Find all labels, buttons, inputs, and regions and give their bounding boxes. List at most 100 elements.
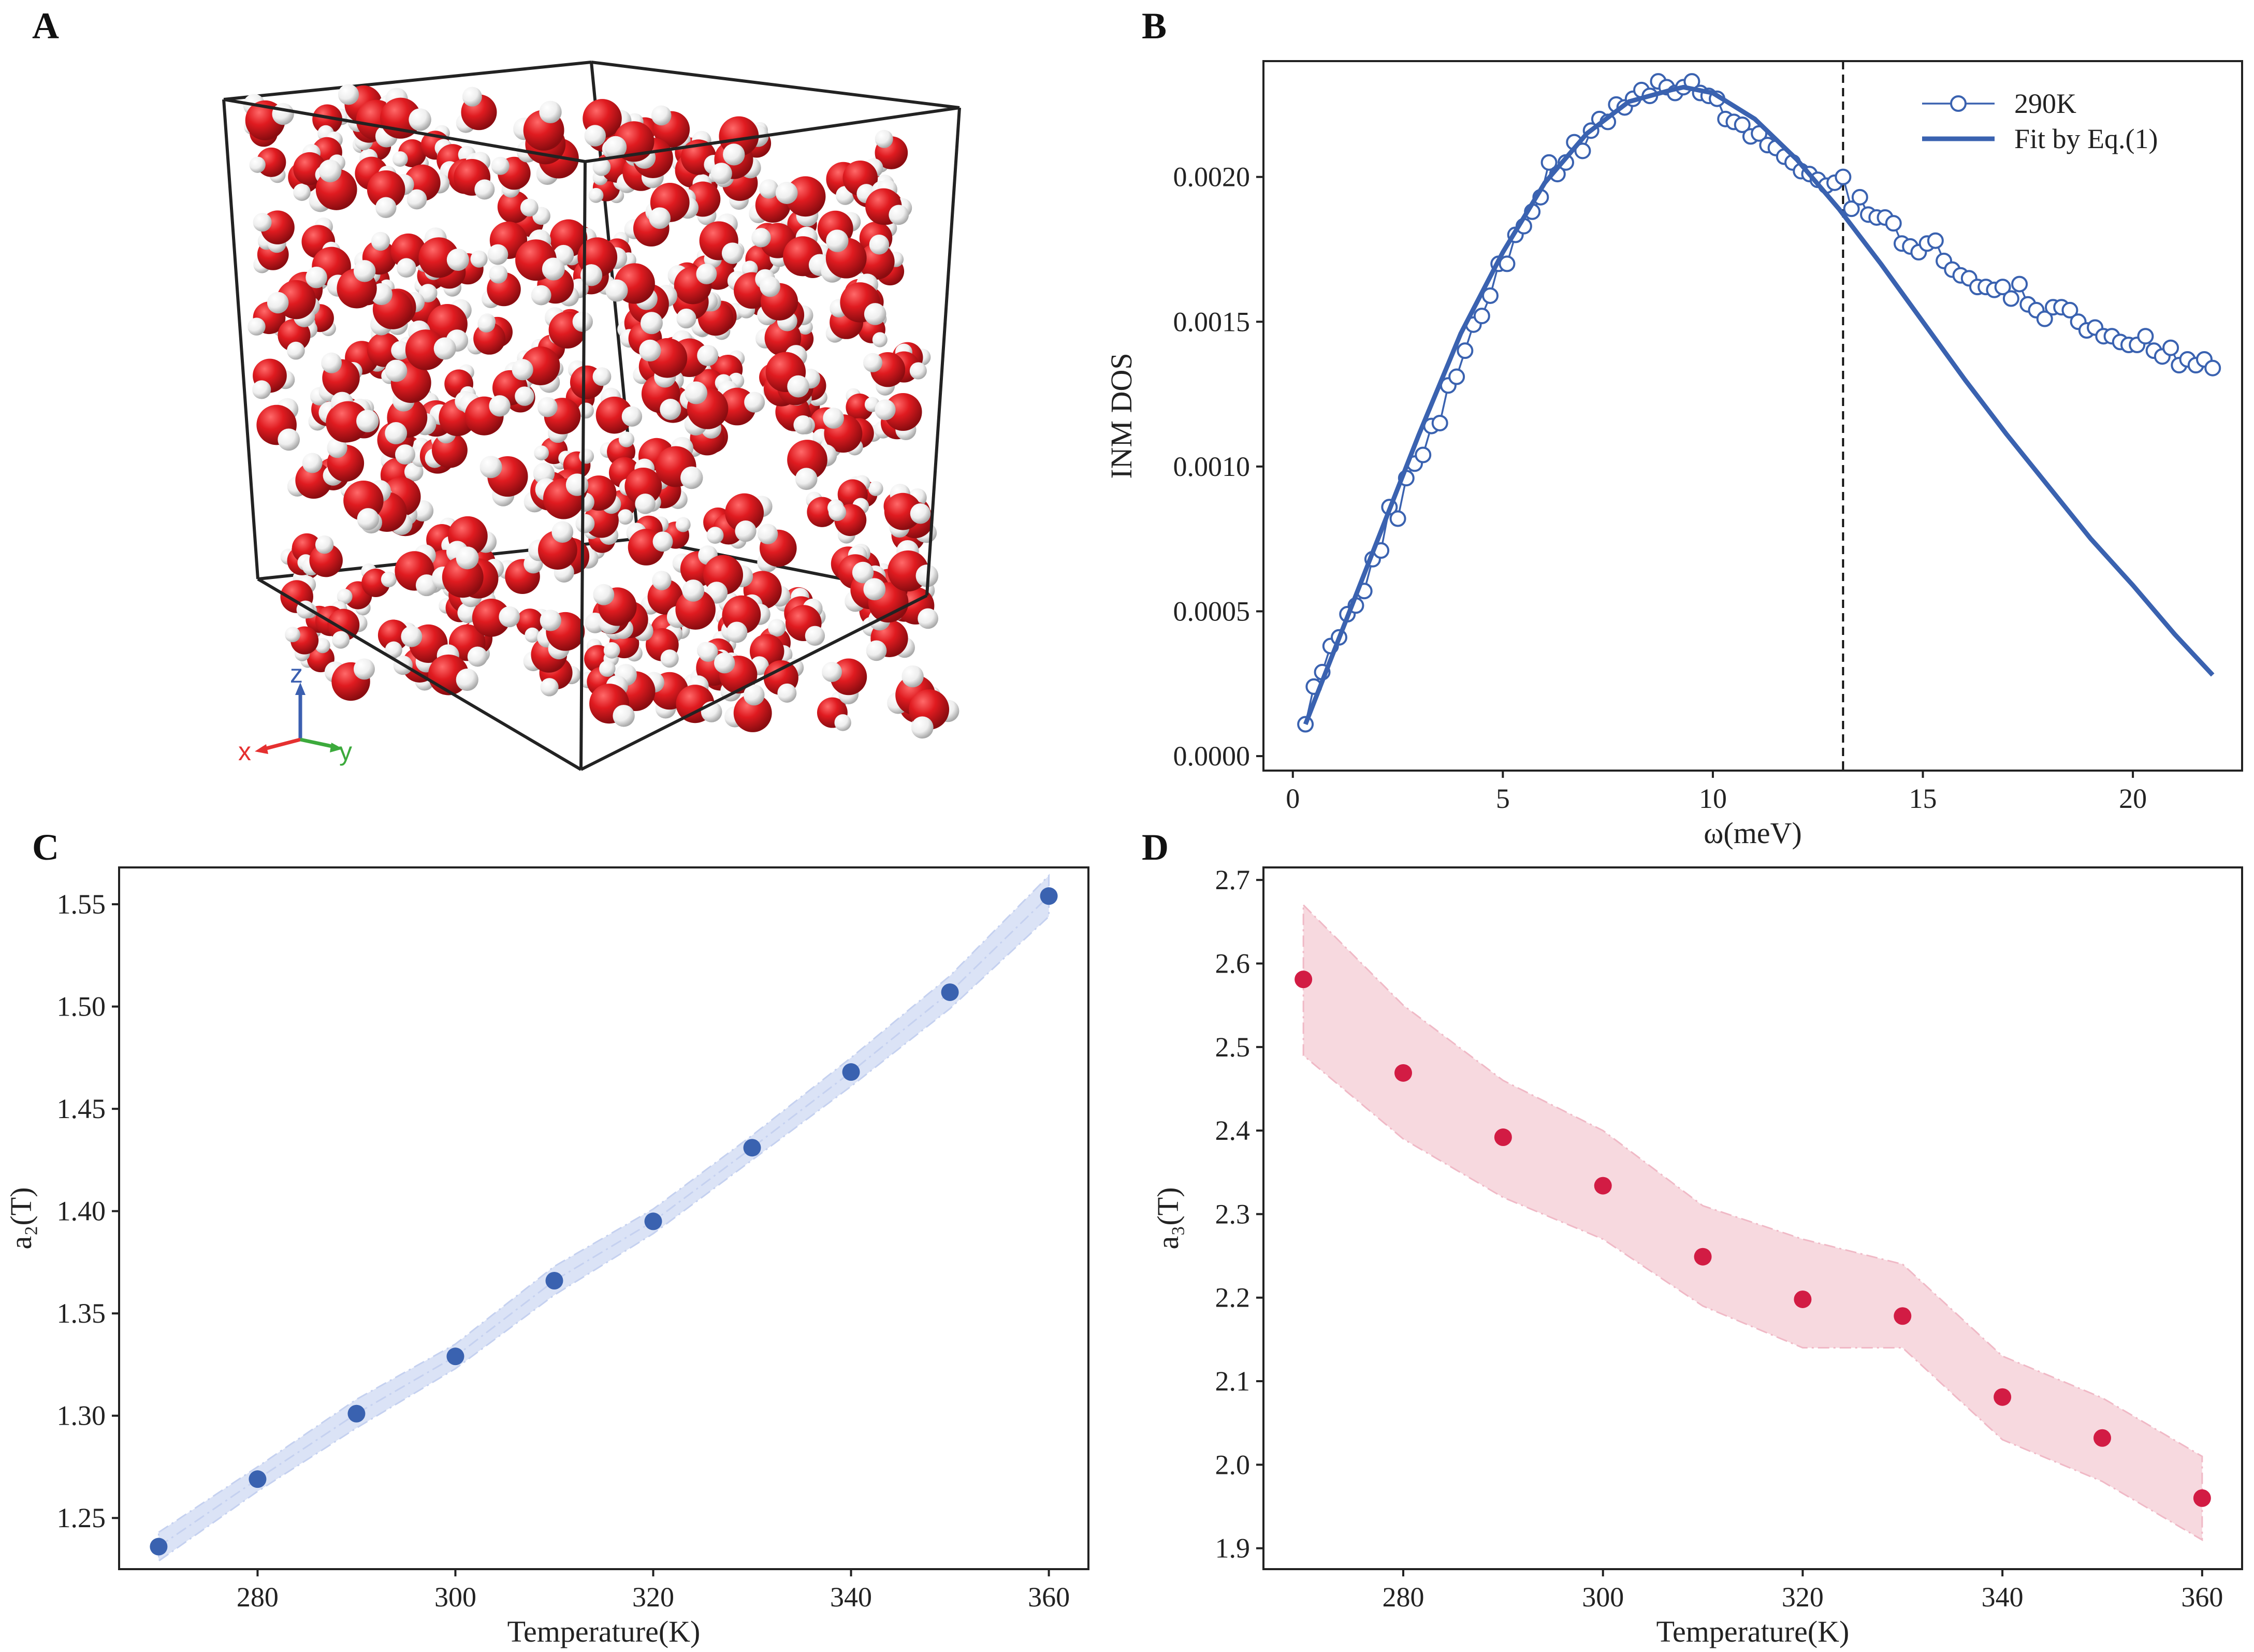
y-tick-label: 2.4 <box>1215 1115 1250 1146</box>
water-molecule <box>863 578 909 631</box>
data-point <box>446 1347 464 1366</box>
water-molecule <box>278 318 318 360</box>
water-molecule <box>280 575 316 619</box>
axes-frame <box>1262 866 2243 1570</box>
series-290k-point <box>2011 276 2028 293</box>
hydrogen-atom <box>401 626 423 647</box>
water-molecule <box>865 179 909 225</box>
water-molecule <box>549 219 597 266</box>
water-molecule <box>403 164 450 210</box>
hydrogen-atom <box>795 468 818 490</box>
water-molecule <box>367 170 414 219</box>
hydrogen-atom <box>901 665 924 688</box>
oxygen-atom <box>418 237 459 278</box>
hydrogen-atom <box>918 608 939 629</box>
hydrogen-atom <box>864 303 886 325</box>
water-molecule <box>785 598 825 646</box>
series-290k-point <box>1927 232 1944 249</box>
hydrogen-atom <box>579 448 594 464</box>
water-molecule <box>302 535 343 577</box>
water-molecule <box>512 346 560 393</box>
hydrogen-atom <box>293 183 311 201</box>
hydrogen-atom <box>487 244 508 265</box>
y-tick-label: 1.35 <box>57 1298 106 1329</box>
oxygen-atom <box>390 233 426 269</box>
oxygen-atom <box>725 493 764 532</box>
hydrogen-atom <box>723 143 745 166</box>
x-tick-label: 340 <box>1982 1582 2024 1613</box>
y-axis-label: a₃(T) <box>1151 1187 1185 1249</box>
series-fit-line <box>1303 84 2215 726</box>
water-molecule <box>821 229 867 283</box>
y-tick-label: 2.0 <box>1215 1449 1250 1480</box>
hydrogen-atom <box>869 235 890 255</box>
hydrogen-atom <box>338 84 359 105</box>
hydrogen-atom <box>531 285 551 306</box>
oxygen-atom <box>309 543 343 577</box>
hydrogen-atom <box>863 353 882 372</box>
series-290k-line <box>1304 80 2214 724</box>
water-molecule <box>479 456 528 506</box>
hydrogen-atom <box>593 584 615 605</box>
hydrogen-atom <box>640 312 663 335</box>
series-290k-point <box>1482 287 1499 304</box>
series-290k-point <box>1473 308 1490 325</box>
trend-line <box>158 895 1050 1547</box>
water-molecule <box>822 658 867 704</box>
water-molecule <box>626 523 673 566</box>
hydrogen-atom <box>353 260 376 282</box>
hydrogen-atom <box>828 503 847 521</box>
series-290k-point <box>2036 310 2053 327</box>
hydrogen-atom <box>327 437 347 458</box>
water-molecules <box>243 84 959 739</box>
y-tick-label: 1.55 <box>57 889 106 920</box>
water-molecule <box>253 210 295 253</box>
hydrogen-atom <box>477 314 496 332</box>
water-molecule <box>418 227 469 278</box>
plot-area <box>1295 903 2211 1542</box>
water-molecule <box>312 104 350 142</box>
oxygen-atom <box>295 462 332 499</box>
hydrogen-atom <box>744 392 765 413</box>
panel-label-b: B <box>1142 5 1167 47</box>
hydrogen-atom <box>318 160 342 182</box>
hydrogen-atom <box>534 445 549 460</box>
series-290k-point <box>1431 414 1448 431</box>
hydrogen-atom <box>834 714 851 731</box>
hydrogen-atom <box>446 249 469 271</box>
series-290k-point <box>2162 339 2179 356</box>
x-tick-label: 300 <box>1582 1582 1624 1613</box>
water-molecule <box>757 276 798 325</box>
y-tick-label: 1.40 <box>57 1196 106 1227</box>
hydrogen-atom <box>357 508 380 530</box>
hydrogen-atom <box>868 481 883 496</box>
oxygen-atom <box>497 190 530 224</box>
y-tick-label: 0.0010 <box>1173 451 1250 482</box>
series-290k-point <box>1843 200 1860 218</box>
hydrogen-atom <box>306 266 327 288</box>
oxygen-atom <box>675 589 716 630</box>
hydrogen-atom <box>852 561 874 584</box>
legend: 290K Fit by Eq.(1) <box>1922 88 2158 154</box>
water-molecule <box>343 480 391 530</box>
x-tick-label: 15 <box>1909 783 1937 814</box>
data-point <box>1394 1064 1412 1082</box>
hydrogen-atom <box>649 207 671 229</box>
plot-area <box>150 874 1058 1563</box>
water-molecule <box>395 544 438 597</box>
water-molecule <box>840 273 886 325</box>
hydrogen-atom <box>252 380 271 399</box>
series-290k-point <box>1835 168 1852 185</box>
hydrogen-atom <box>599 660 616 677</box>
y-tick-label: 2.7 <box>1215 864 1250 895</box>
x-tick-label: 280 <box>237 1582 279 1613</box>
data-point <box>941 983 959 1001</box>
molecular-simulation-render: z x y <box>222 61 961 771</box>
hydrogen-atom <box>584 125 606 147</box>
data-point <box>1594 1177 1612 1195</box>
hydrogen-atom <box>651 105 672 126</box>
series-290k-point <box>1457 342 1474 359</box>
series-290k-point <box>1389 510 1406 527</box>
hydrogen-atom <box>467 646 488 667</box>
hydrogen-atom <box>775 182 798 204</box>
